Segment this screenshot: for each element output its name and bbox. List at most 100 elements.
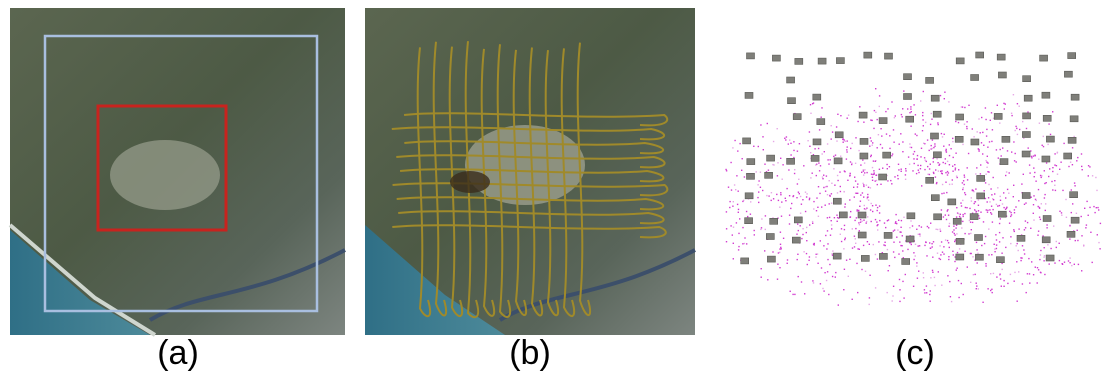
point: [910, 108, 911, 109]
camera: [971, 75, 979, 81]
point: [956, 269, 957, 270]
point: [955, 121, 956, 122]
point: [962, 182, 963, 183]
point: [867, 198, 868, 199]
point: [893, 242, 894, 243]
point: [923, 272, 924, 273]
point: [1085, 227, 1086, 228]
camera: [833, 198, 841, 204]
point: [1057, 152, 1058, 153]
point: [966, 121, 967, 122]
point: [829, 195, 830, 196]
point: [980, 132, 981, 133]
point: [871, 140, 872, 141]
point: [831, 125, 832, 126]
point: [969, 220, 970, 221]
point: [938, 124, 939, 125]
point: [872, 174, 873, 175]
point: [829, 203, 830, 204]
point: [936, 158, 937, 159]
point: [893, 230, 894, 231]
point: [760, 172, 761, 173]
point: [977, 131, 978, 132]
point: [860, 219, 861, 220]
point: [830, 159, 831, 160]
camera: [1022, 151, 1030, 157]
point: [940, 254, 941, 255]
point: [917, 165, 918, 166]
point: [729, 207, 730, 208]
point: [961, 106, 962, 107]
point: [947, 171, 948, 172]
point: [1045, 210, 1046, 211]
point: [914, 151, 915, 152]
point: [958, 280, 959, 281]
point: [813, 244, 814, 245]
point: [860, 164, 861, 165]
point: [1023, 138, 1024, 139]
point: [1011, 115, 1012, 116]
camera: [811, 155, 819, 161]
point: [809, 146, 810, 147]
point: [954, 164, 955, 165]
point: [920, 156, 921, 157]
point: [807, 264, 808, 265]
camera: [767, 155, 775, 161]
point: [987, 212, 988, 213]
point: [860, 222, 861, 223]
point: [952, 138, 953, 139]
point: [1054, 180, 1055, 181]
point: [866, 221, 867, 222]
point: [932, 139, 933, 140]
point: [987, 156, 988, 157]
point: [990, 273, 991, 274]
point: [1096, 190, 1097, 191]
point: [805, 192, 806, 193]
point: [758, 191, 759, 192]
point: [861, 221, 862, 222]
point: [999, 122, 1000, 123]
camera: [1042, 156, 1050, 162]
point: [1014, 231, 1015, 232]
camera: [879, 253, 887, 259]
point: [956, 233, 957, 234]
camera: [933, 152, 941, 158]
point: [836, 140, 837, 141]
point: [823, 187, 824, 188]
point: [1090, 232, 1091, 233]
point: [911, 147, 912, 148]
point: [810, 152, 811, 153]
point: [963, 294, 964, 295]
point: [788, 143, 789, 144]
point: [915, 133, 916, 134]
point: [817, 253, 818, 254]
point: [1007, 150, 1008, 151]
point: [854, 236, 855, 237]
point: [809, 224, 810, 225]
point: [840, 234, 841, 235]
point: [806, 227, 807, 228]
point: [993, 273, 994, 274]
camera: [956, 114, 964, 120]
camera: [956, 58, 964, 64]
point: [981, 245, 982, 246]
point: [814, 148, 815, 149]
point: [1000, 149, 1001, 150]
point: [927, 226, 928, 227]
point: [964, 176, 965, 177]
point: [873, 160, 874, 161]
point: [880, 144, 881, 145]
point: [1053, 225, 1054, 226]
point: [902, 281, 903, 282]
camera: [998, 211, 1006, 217]
point: [844, 225, 845, 226]
point: [962, 221, 963, 222]
point: [855, 238, 856, 239]
point: [996, 276, 997, 277]
camera: [907, 213, 915, 219]
point: [892, 153, 893, 154]
point: [977, 253, 978, 254]
point: [978, 118, 979, 119]
point: [852, 247, 853, 248]
camera: [1042, 237, 1050, 243]
